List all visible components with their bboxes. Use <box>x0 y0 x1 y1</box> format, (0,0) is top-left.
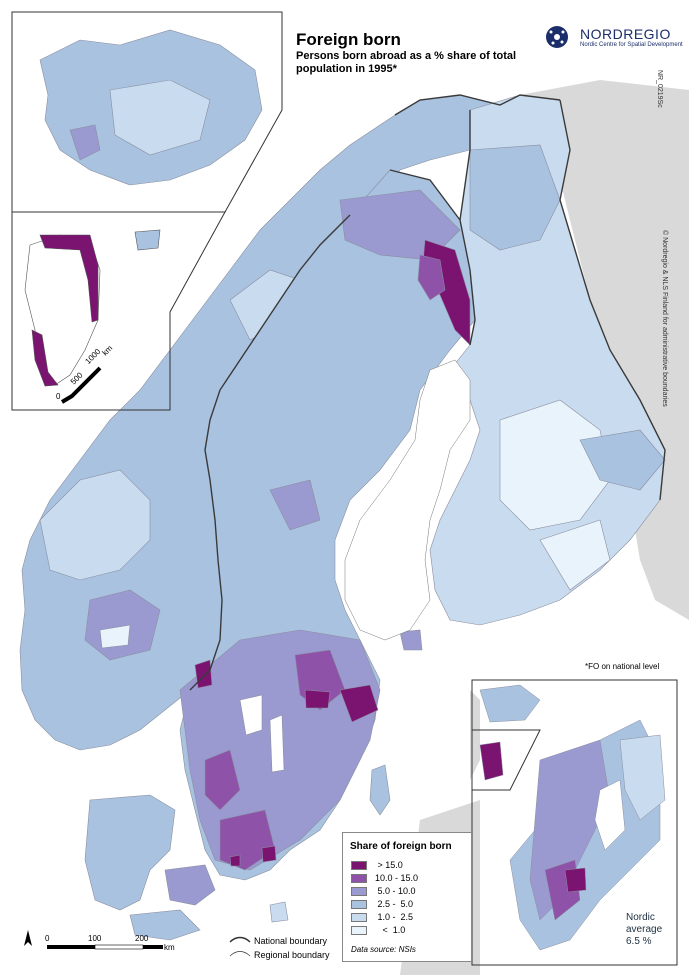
legend-label: 10.0 - 15.0 <box>375 873 419 883</box>
legend-swatch <box>351 861 367 870</box>
map-id: NR_0219Sc <box>656 70 663 108</box>
copyright-credit: © Nordregio & NLS Finland for administra… <box>661 230 668 407</box>
footnote: *FO on national level <box>585 662 660 671</box>
legend-title: Share of foreign born <box>350 841 452 852</box>
legend-label: < 1.0 <box>375 925 406 935</box>
legend-item: < 1.0 <box>351 925 471 935</box>
legend-swatch <box>351 926 367 935</box>
scale-bar-greenland <box>60 366 102 404</box>
scale-bar-main <box>24 930 163 950</box>
legend: Share of foreign born > 15.0 10.0 - 15.0… <box>342 832 472 962</box>
data-source: Data source: NSIs <box>351 945 416 954</box>
nordic-average-value: 6.5 % <box>626 936 652 947</box>
inset-frames <box>11 11 678 966</box>
regional-boundary-symbol <box>229 951 251 957</box>
nordic-average-line1: Nordic <box>626 912 655 923</box>
legend-label: 5.0 - 10.0 <box>375 886 416 896</box>
logo-name: NORDREGIO <box>580 26 671 42</box>
scale-tick-label: 0 <box>45 934 50 943</box>
region-sweden <box>179 169 476 881</box>
national-boundary-label: National boundary <box>254 936 328 946</box>
gulf-of-bothnia <box>344 359 471 641</box>
legend-label: > 15.0 <box>375 860 403 870</box>
inset-nordic-average <box>479 684 666 951</box>
map-subtitle: Persons born abroad as a % share of tota… <box>296 50 517 75</box>
legend-label: 2.5 - 5.0 <box>375 899 414 909</box>
scale-tick-label: 100 <box>88 934 102 943</box>
legend-item: 10.0 - 15.0 <box>351 873 471 883</box>
nordic-average-line2: average <box>626 924 663 935</box>
region-gotland <box>369 764 391 816</box>
region-finland <box>399 94 666 651</box>
nordic-average-label: Nordic average 6.5 % <box>626 912 662 948</box>
national-boundaries <box>189 94 666 691</box>
logo-tagline: Nordic Centre for Spatial Development <box>580 42 683 48</box>
legend-item: 2.5 - 5.0 <box>351 899 471 909</box>
scale-unit-label: km <box>164 943 175 952</box>
nordregio-logo-icon <box>546 26 568 48</box>
map-title: Foreign born <box>296 30 401 49</box>
legend-item: 1.0 - 2.5 <box>351 912 471 922</box>
legend-swatch <box>351 900 367 909</box>
legend-item: > 15.0 <box>351 860 471 870</box>
legend-swatch <box>351 887 367 896</box>
inset-iceland <box>39 29 263 186</box>
region-denmark <box>84 794 289 941</box>
legend-item: 5.0 - 10.0 <box>351 886 471 896</box>
scale-tick-label: 0 <box>56 392 61 401</box>
boundary-legend-lines <box>229 936 251 957</box>
scale-tick-label: 200 <box>135 934 149 943</box>
legend-swatch <box>351 913 367 922</box>
legend-label: 1.0 - 2.5 <box>375 912 414 922</box>
national-boundary-symbol <box>229 936 251 943</box>
inset-greenland <box>24 229 161 387</box>
regional-boundary-label: Regional boundary <box>254 950 330 960</box>
legend-swatch <box>351 874 367 883</box>
